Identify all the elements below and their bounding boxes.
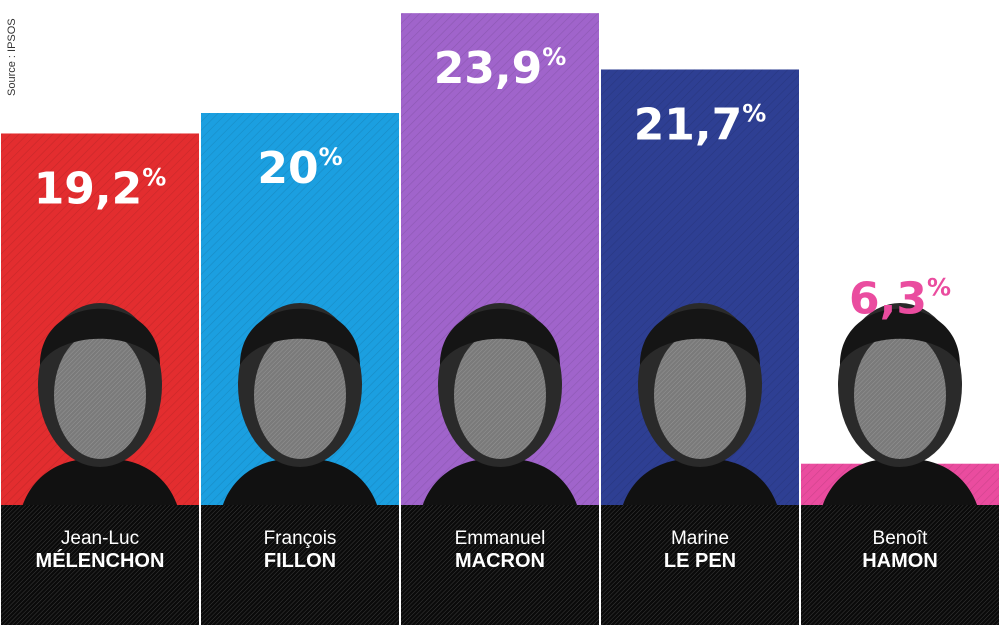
- name-band-texture: [401, 505, 599, 625]
- portrait-4: [620, 303, 780, 515]
- portrait-shoulders: [420, 459, 580, 515]
- portrait-hair: [40, 308, 160, 365]
- portrait-hair: [840, 308, 960, 365]
- name-band-texture: [601, 505, 799, 625]
- bars-layer: Jean-LucMÉLENCHON19,2%FrançoisFILLON20%E…: [1, 13, 999, 625]
- percent-sign: %: [927, 274, 951, 302]
- portrait-shoulders: [820, 459, 980, 515]
- candidate-last-name: HAMON: [862, 550, 938, 572]
- candidate-last-name: FILLON: [264, 550, 336, 572]
- percent-sign: %: [742, 99, 766, 127]
- percent-sign: %: [319, 143, 343, 171]
- candidate-last-name: LE PEN: [664, 550, 736, 572]
- portrait-face-texture: [54, 331, 146, 459]
- portrait-1: [20, 303, 180, 515]
- candidate-last-name: MÉLENCHON: [36, 549, 165, 572]
- portrait-shoulders: [220, 459, 380, 515]
- portrait-face-texture: [254, 331, 346, 459]
- portrait-shoulders: [20, 459, 180, 515]
- name-band-texture: [201, 505, 399, 625]
- portrait-face-texture: [654, 331, 746, 459]
- name-band-texture: [1, 505, 199, 625]
- portrait-hair: [240, 308, 360, 365]
- candidate-last-name: MACRON: [455, 550, 545, 572]
- data-label-1: 19,2%: [34, 163, 167, 214]
- percent-sign: %: [542, 43, 566, 71]
- portrait-hair: [640, 308, 760, 365]
- portrait-face-texture: [454, 331, 546, 459]
- portrait-3: [420, 303, 580, 515]
- portrait-5: [820, 303, 980, 515]
- data-label-5: 6,3%: [849, 274, 951, 325]
- name-band-texture: [801, 505, 999, 625]
- candidate-first-name: Emmanuel: [455, 528, 546, 549]
- candidate-first-name: Jean-Luc: [61, 528, 139, 549]
- percent-sign: %: [142, 163, 166, 191]
- candidate-first-name: Benoît: [873, 528, 929, 549]
- portrait-2: [220, 303, 380, 515]
- portrait-face-texture: [854, 331, 946, 459]
- portrait-hair: [440, 308, 560, 365]
- data-label-4: 21,7%: [634, 99, 767, 150]
- candidate-first-name: François: [264, 528, 337, 549]
- candidate-first-name: Marine: [671, 528, 729, 549]
- portrait-shoulders: [620, 459, 780, 515]
